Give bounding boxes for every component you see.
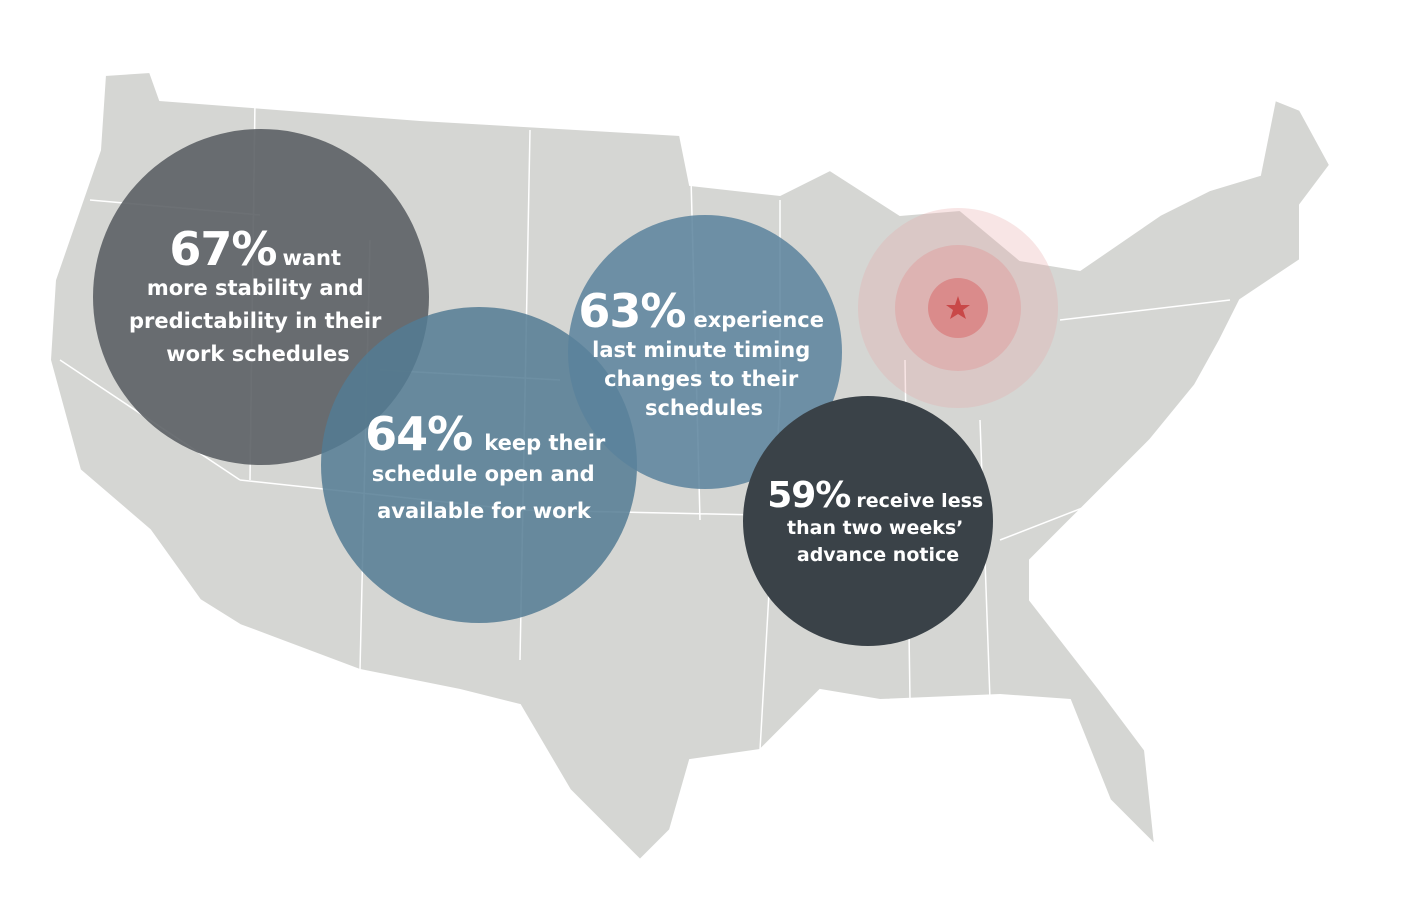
stat-percent: 64% [365,407,472,461]
stat-text: 64% keep their schedule open and availabl… [365,407,611,523]
stat-line: keep their [484,431,606,455]
stat-line: more stability and [147,276,364,300]
stat-circle [321,307,637,623]
stat-text: 63% experience last minute timing changes… [578,284,829,420]
stat-line: schedule open and [372,462,595,486]
stat-circle [568,215,842,489]
stat-line: work schedules [166,342,350,366]
stat-text: 67% want more stability and predictabilit… [129,222,387,366]
stat-line: experience [694,308,825,332]
stat-line: want [282,246,341,270]
stat-percent: 67% [169,222,276,276]
stat-percent: 63% [578,284,685,338]
stat-line: schedules [645,396,763,420]
stat-percent: 59% [767,475,850,516]
stat-line: advance notice [797,544,959,566]
stat-line: last minute timing [592,338,810,362]
stat-text: 59% receive less than two weeks’ advance … [767,475,989,566]
stat-circle [93,129,429,465]
stat-line: than two weeks’ [787,517,963,539]
stat-line: changes to their [604,367,799,391]
stat-line: receive less [856,490,983,512]
star [946,296,970,319]
stat-circle [743,396,993,646]
stat-line: predictability in their [129,309,382,333]
stat-line: available for work [377,499,592,523]
